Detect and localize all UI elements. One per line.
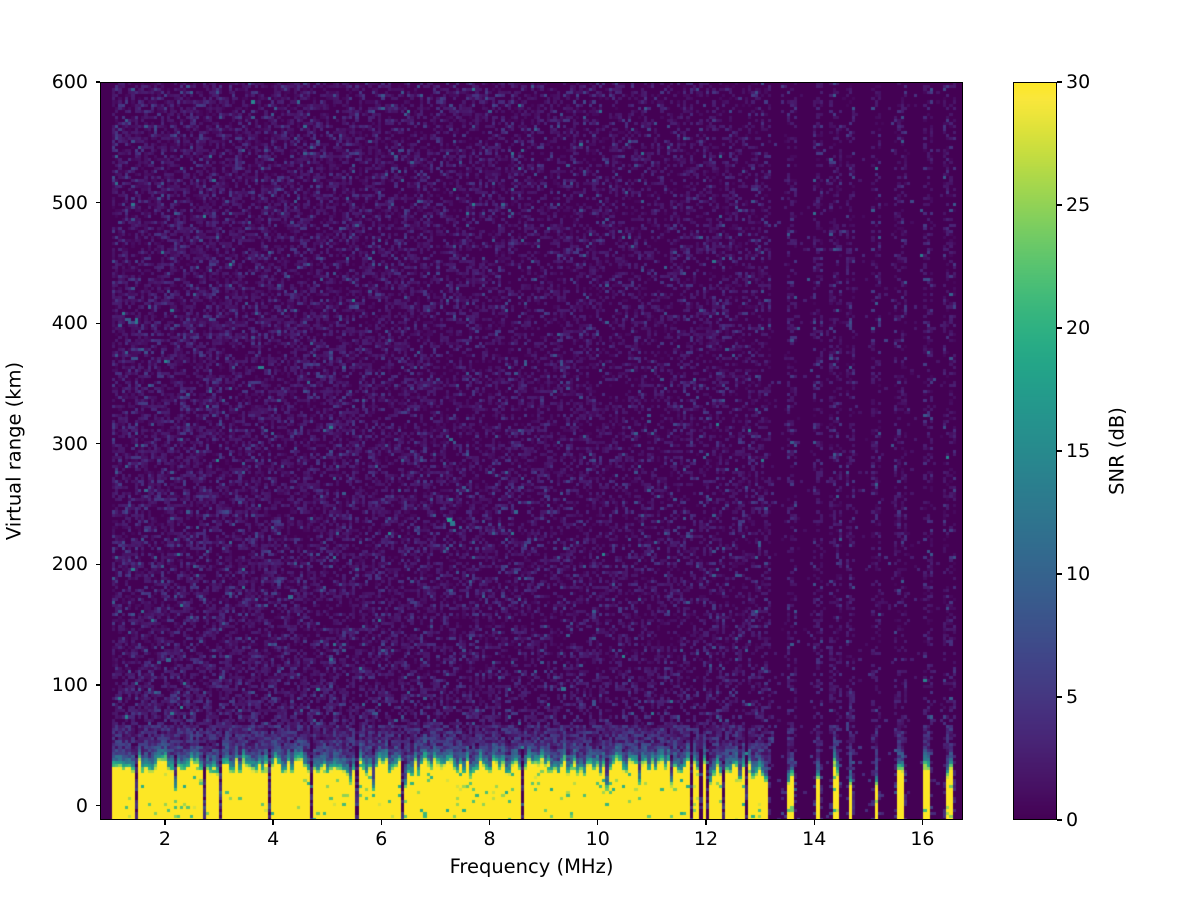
x-tick-label: 8 xyxy=(483,828,496,850)
colorbar-tick-mark xyxy=(1057,573,1062,575)
x-tick-mark xyxy=(705,820,707,825)
x-tick-label: 14 xyxy=(802,828,827,850)
x-tick-label: 6 xyxy=(375,828,388,850)
y-tick-mark xyxy=(95,201,100,204)
y-tick-mark xyxy=(95,563,100,565)
x-tick-mark xyxy=(164,820,166,825)
heatmap-axes xyxy=(100,82,963,820)
y-tick-label: 400 xyxy=(51,312,88,335)
x-tick-label: 2 xyxy=(158,828,171,850)
y-tick-mark xyxy=(95,804,100,807)
x-tick-mark xyxy=(597,820,599,825)
y-tick-label: 0 xyxy=(75,794,88,817)
x-tick-label: 4 xyxy=(267,828,280,850)
colorbar-tick-mark xyxy=(1057,204,1062,206)
x-tick-label: 12 xyxy=(693,828,719,850)
colorbar-tick-label: 25 xyxy=(1066,194,1091,216)
y-tick-mark xyxy=(95,684,100,686)
y-tick-label: 200 xyxy=(51,553,88,576)
y-tick-label: 100 xyxy=(51,673,88,696)
colorbar-tick-label: 30 xyxy=(1066,71,1091,93)
y-tick-mark xyxy=(95,322,100,324)
colorbar-tick-label: 10 xyxy=(1066,563,1091,585)
colorbar-tick-label: 0 xyxy=(1066,809,1079,831)
y-tick-label: 300 xyxy=(51,432,88,455)
x-tick-label: 10 xyxy=(585,828,610,850)
colorbar-tick-label: 5 xyxy=(1066,686,1079,708)
y-tick-mark xyxy=(95,443,100,445)
colorbar-gradient-canvas xyxy=(1013,82,1057,820)
x-tick-mark xyxy=(272,820,274,825)
colorbar-tick-label: 20 xyxy=(1066,317,1091,339)
x-axis-label: Frequency (MHz) xyxy=(449,855,614,878)
x-tick-mark xyxy=(921,820,924,825)
y-axis-label: Virtual range (km) xyxy=(2,361,26,541)
colorbar-tick-mark xyxy=(1057,819,1062,821)
y-tick-label: 500 xyxy=(51,191,88,214)
colorbar-tick-mark xyxy=(1057,450,1062,452)
colorbar xyxy=(1013,82,1057,820)
colorbar-label: SNR (dB) xyxy=(1105,407,1129,495)
colorbar-tick-label: 15 xyxy=(1066,440,1091,462)
colorbar-tick-mark xyxy=(1057,81,1062,83)
y-tick-label: 600 xyxy=(51,71,88,93)
ionogram-heatmap-canvas xyxy=(101,83,962,819)
x-tick-mark xyxy=(380,820,382,825)
x-tick-label: 16 xyxy=(910,828,935,850)
colorbar-tick-mark xyxy=(1057,327,1062,329)
x-tick-mark xyxy=(488,820,491,825)
y-tick-mark xyxy=(95,81,100,83)
colorbar-tick-mark xyxy=(1057,696,1062,698)
x-tick-mark xyxy=(813,820,815,825)
